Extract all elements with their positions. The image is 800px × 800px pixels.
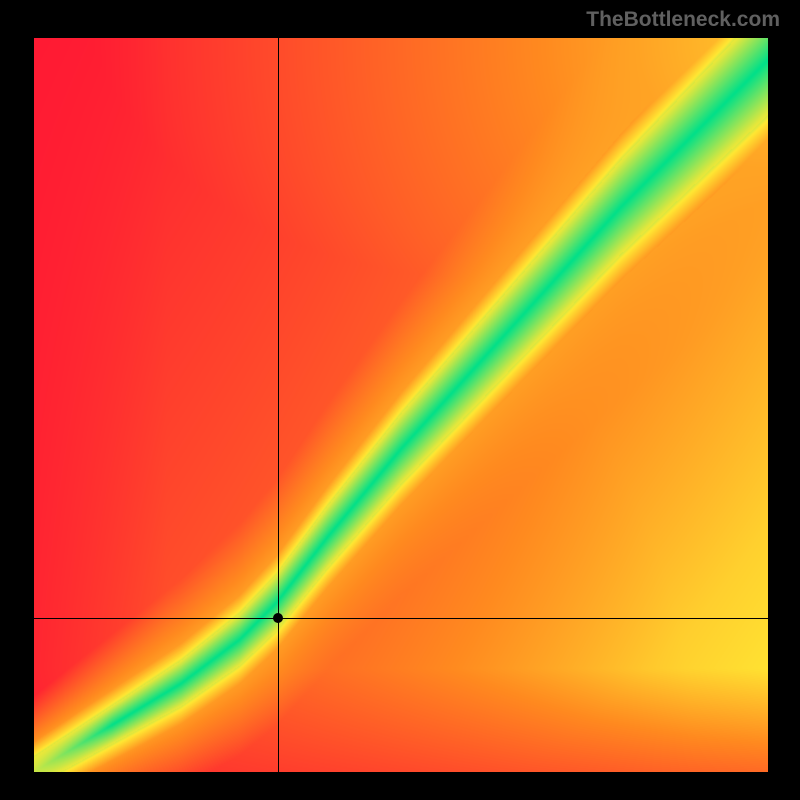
crosshair-horizontal — [34, 618, 768, 619]
chart-container: { "watermark": { "text": "TheBottleneck.… — [0, 0, 800, 800]
watermark-label: TheBottleneck.com — [586, 8, 780, 32]
crosshair-vertical — [278, 38, 279, 772]
bottleneck-heatmap — [34, 38, 768, 772]
data-point-marker — [273, 613, 283, 623]
